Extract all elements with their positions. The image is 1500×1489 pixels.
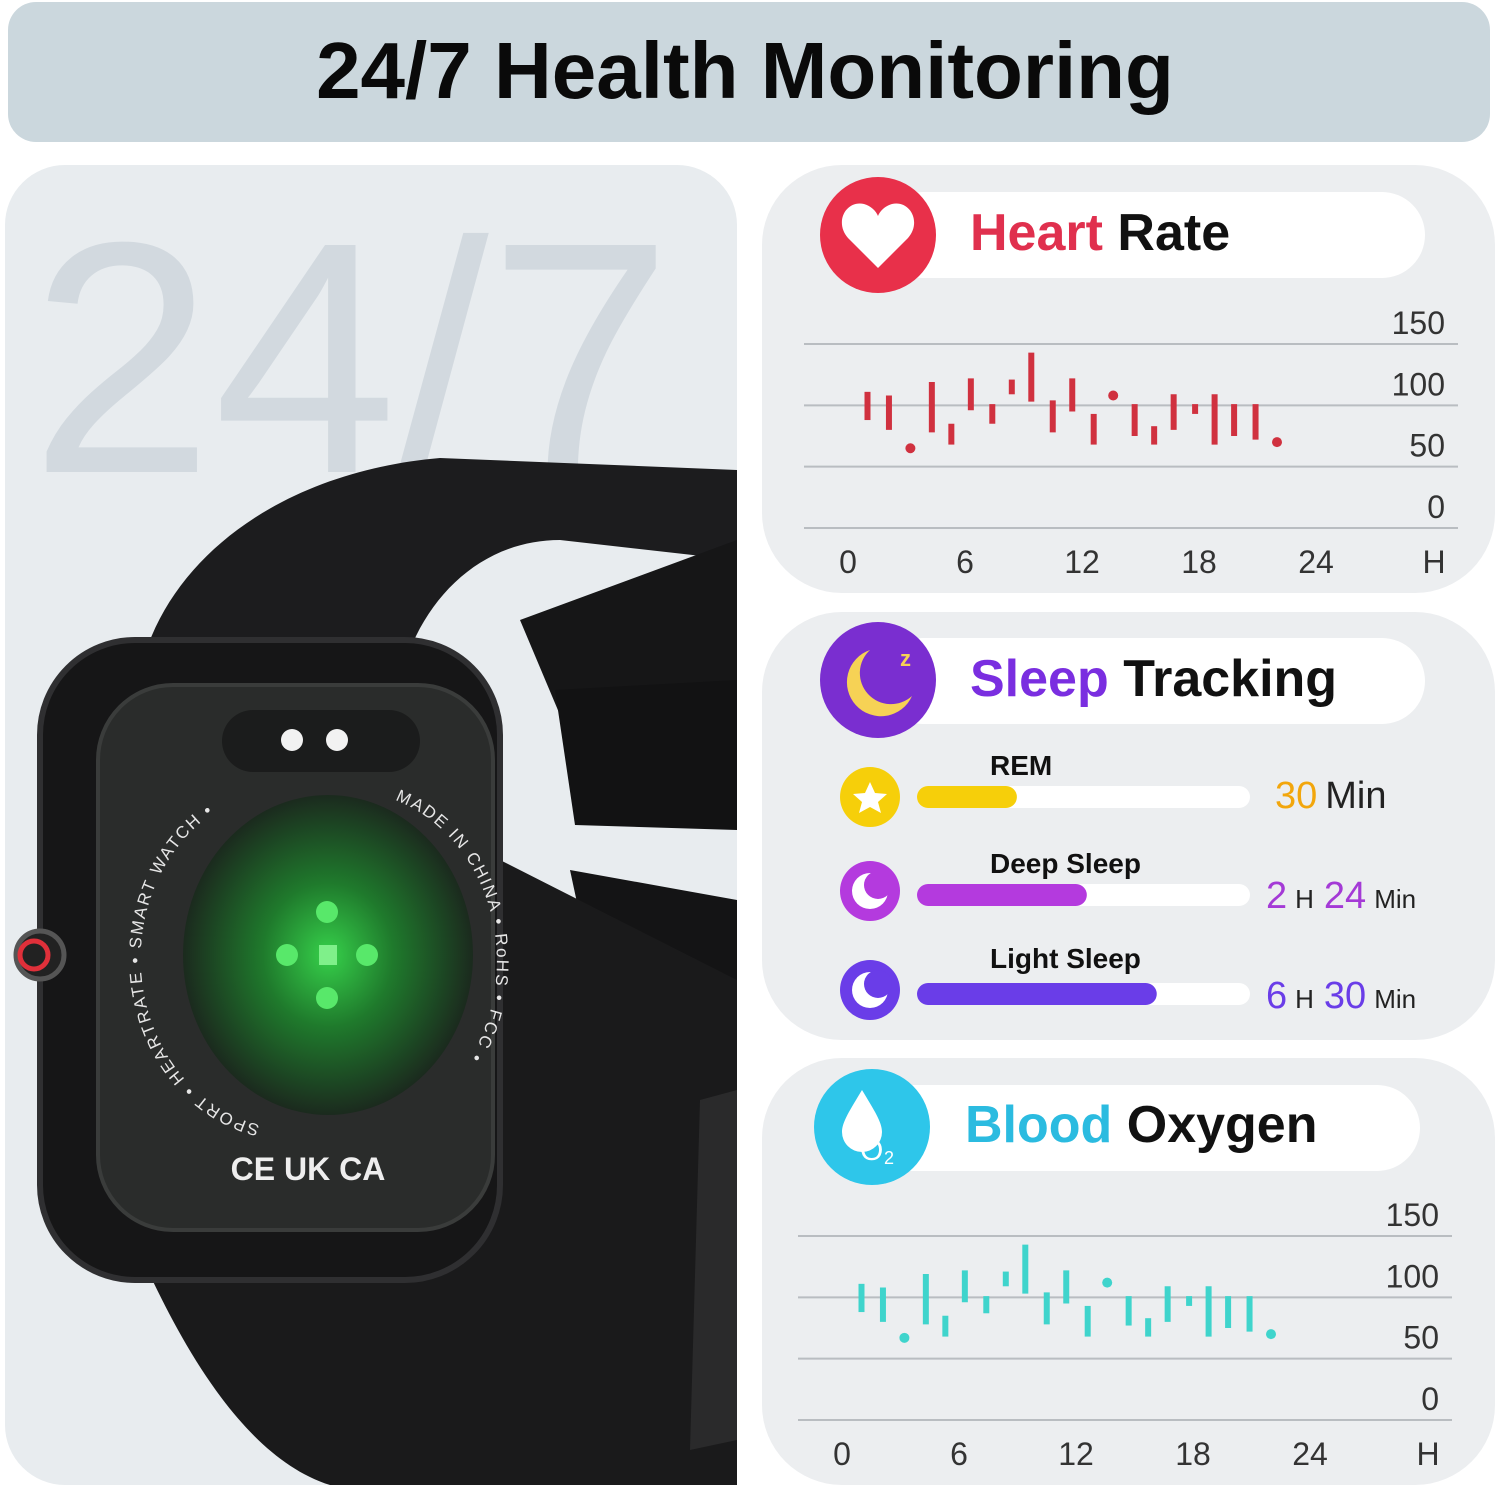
y-tick-label: 100 bbox=[1392, 366, 1445, 402]
y-tick-label: 100 bbox=[1386, 1258, 1439, 1294]
watch: SPORT • HEARTRATE • SMART WATCH • MADE I… bbox=[13, 458, 737, 1485]
x-tick-label: 24 bbox=[1292, 1436, 1328, 1472]
sleep-label: REM bbox=[990, 750, 1052, 781]
svg-text:z: z bbox=[900, 646, 911, 671]
title-pill bbox=[880, 192, 1425, 278]
value-unit: H bbox=[1295, 984, 1314, 1014]
header-bar bbox=[8, 2, 1490, 142]
title-accent: Sleep bbox=[970, 650, 1109, 708]
sleep-title: Sleep Tracking bbox=[970, 650, 1337, 708]
value-number: 30 bbox=[1324, 975, 1366, 1017]
y-tick-label: 0 bbox=[1421, 1381, 1439, 1417]
range-dot bbox=[1272, 437, 1282, 448]
range-dot bbox=[1266, 1329, 1276, 1340]
x-tick-label: 0 bbox=[833, 1436, 851, 1472]
y-tick-label: 50 bbox=[1403, 1320, 1439, 1356]
title-pill bbox=[880, 638, 1425, 724]
title-accent: Blood bbox=[965, 1096, 1112, 1154]
range-dot bbox=[899, 1332, 910, 1343]
svg-text:2: 2 bbox=[884, 1148, 894, 1168]
x-tick-label: 12 bbox=[1064, 544, 1100, 580]
heart-icon bbox=[820, 177, 936, 293]
x-tick-label: 0 bbox=[839, 544, 857, 580]
title-rest: Rate bbox=[1117, 204, 1230, 262]
y-tick-label: 150 bbox=[1386, 1197, 1439, 1233]
x-tick-label: 12 bbox=[1058, 1436, 1094, 1472]
moon-cut bbox=[864, 970, 892, 998]
title-pill bbox=[870, 1085, 1420, 1171]
bar-fill bbox=[917, 786, 1017, 808]
charts: 0 50 100 150 0 6 12 18 24 H 0 50 100 150 0 6 12 18 24 H bbox=[798, 305, 1458, 1472]
x-tick-label: 6 bbox=[950, 1436, 968, 1472]
chart-title: Blood Oxygen bbox=[965, 1096, 1317, 1154]
range-dot bbox=[1108, 390, 1119, 401]
value-number: 24 bbox=[1324, 875, 1366, 917]
sleep-label: Light Sleep bbox=[990, 943, 1141, 974]
sleep-value: 6 H 30 Min bbox=[1266, 975, 1416, 1017]
sleep-value: 2 H 24 Min bbox=[1266, 875, 1416, 917]
title-rest: Oxygen bbox=[1127, 1096, 1318, 1154]
value-number: 6 bbox=[1266, 975, 1287, 1017]
x-axis-label: H bbox=[1416, 1436, 1439, 1472]
header-title: 24/7 Health Monitoring bbox=[316, 26, 1174, 115]
value-unit: H bbox=[1295, 884, 1314, 914]
bar-fill bbox=[917, 884, 1087, 906]
y-tick-label: 50 bbox=[1409, 428, 1445, 464]
bar-fill bbox=[917, 983, 1157, 1005]
y-tick-label: 150 bbox=[1392, 305, 1445, 341]
x-tick-label: 24 bbox=[1298, 544, 1334, 580]
watch-marks: CE UK CA bbox=[231, 1151, 386, 1187]
value-number: 30 bbox=[1275, 775, 1317, 817]
sleep-value: 30 Min bbox=[1275, 775, 1387, 817]
chart-title: Heart Rate bbox=[970, 204, 1230, 262]
value-unit: Min bbox=[1374, 884, 1416, 914]
moon-cut bbox=[864, 871, 892, 899]
value-unit: Min bbox=[1325, 775, 1386, 817]
x-axis-label: H bbox=[1422, 544, 1445, 580]
value-number: 2 bbox=[1266, 875, 1287, 917]
sleep-icon: z bbox=[820, 622, 936, 738]
title-accent: Heart bbox=[970, 204, 1103, 262]
x-tick-label: 18 bbox=[1181, 544, 1217, 580]
x-tick-label: 6 bbox=[956, 544, 974, 580]
range-dot bbox=[905, 443, 916, 454]
value-unit: Min bbox=[1374, 984, 1416, 1014]
x-tick-label: 18 bbox=[1175, 1436, 1211, 1472]
range-dot bbox=[1102, 1277, 1113, 1288]
y-tick-label: 0 bbox=[1427, 489, 1445, 525]
svg-text:O: O bbox=[860, 1134, 883, 1167]
sleep-label: Deep Sleep bbox=[990, 848, 1141, 879]
title-rest: Tracking bbox=[1123, 650, 1337, 708]
star bbox=[853, 782, 887, 813]
